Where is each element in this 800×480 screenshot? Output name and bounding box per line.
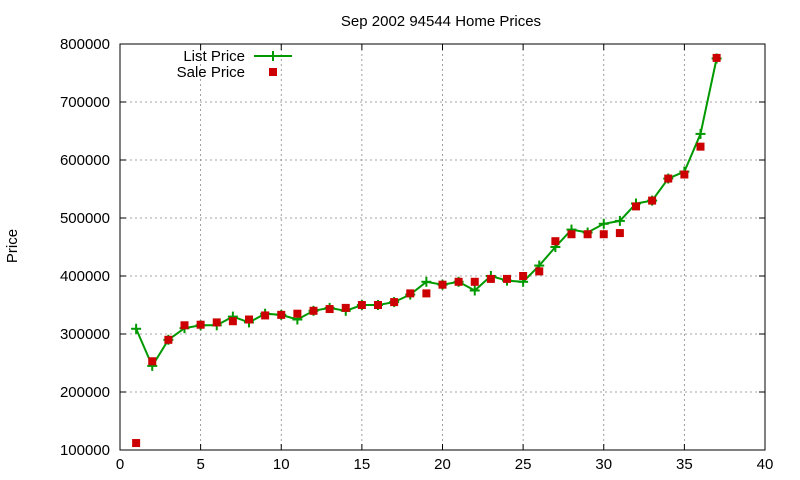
y-axis-label: Price [4,229,21,263]
sale-price-point [309,306,318,315]
sale-price-point [470,277,479,286]
sale-price-point [148,357,157,366]
sale-price-point [293,309,302,318]
sale-price-point [486,274,495,283]
sale-price-point [374,301,382,309]
list-price-point [695,128,706,139]
y-tick-label: 600000 [60,152,110,169]
sale-price-point [615,229,624,238]
sale-price-point [648,196,657,205]
x-tick-label: 25 [515,456,532,473]
y-tick-label: 200000 [60,384,110,401]
sale-price-point [132,439,141,448]
sale-price-point [583,230,592,239]
sale-price-series [132,53,721,448]
chart-title: Sep 2002 94544 Home Prices [341,13,541,30]
sale-price-point [212,318,221,327]
x-tick-label: 15 [354,456,371,473]
sale-price-point [712,53,721,62]
list-price-point [614,215,625,226]
x-tick-label: 40 [757,456,774,473]
sale-price-point [599,230,608,239]
sale-price-point [406,289,415,298]
y-tick-label: 500000 [60,210,110,227]
y-tick-label: 400000 [60,268,110,285]
sale-price-point [180,321,189,330]
y-tick-label: 100000 [60,442,110,459]
x-tick-label: 30 [595,456,612,473]
sale-price-point [664,174,673,183]
sale-price-point [632,202,640,211]
sale-price-point [422,289,431,298]
legend-marker-list-price [268,51,278,61]
list-price-line [135,58,718,369]
legend-label-list-price: List Price [183,48,245,65]
list-price-point [421,276,432,287]
axis-ticks: 0 5 10 15 20 25 30 35 40 100000 200000 300000 400000… [60,36,773,473]
sale-price-point [503,274,511,283]
y-tick-label: 300000 [60,326,110,343]
sale-price-point [680,170,689,179]
sale-price-point [357,301,366,309]
x-tick-label: 5 [196,456,204,473]
list-price-point [131,323,142,334]
list-price-point [598,218,609,229]
sale-price-point [325,305,334,314]
sale-price-point [277,310,286,319]
legend-label-sale-price: Sale Price [177,64,245,81]
y-tick-label: 800000 [60,36,110,53]
sale-price-point [228,317,237,326]
x-tick-label: 0 [116,456,124,473]
sale-price-point [696,142,705,151]
y-tick-label: 700000 [60,94,110,111]
grid-lines [120,44,765,450]
sale-price-point [341,303,350,312]
x-tick-label: 20 [434,456,451,473]
sale-price-point [519,272,528,280]
sale-price-point [261,311,270,320]
sale-price-point [567,230,576,239]
data-series [131,53,722,448]
sale-price-point [164,335,173,344]
sale-price-point [535,267,544,276]
sale-price-point [454,277,463,286]
sale-price-point [438,280,447,289]
x-tick-label: 10 [273,456,290,473]
sale-price-point [196,320,205,329]
sale-price-point [245,315,253,324]
sale-price-point [551,237,560,246]
legend-marker-sale-price [269,68,277,76]
x-tick-label: 35 [676,456,693,473]
list-price-point [469,285,480,296]
sale-price-point [390,298,399,307]
